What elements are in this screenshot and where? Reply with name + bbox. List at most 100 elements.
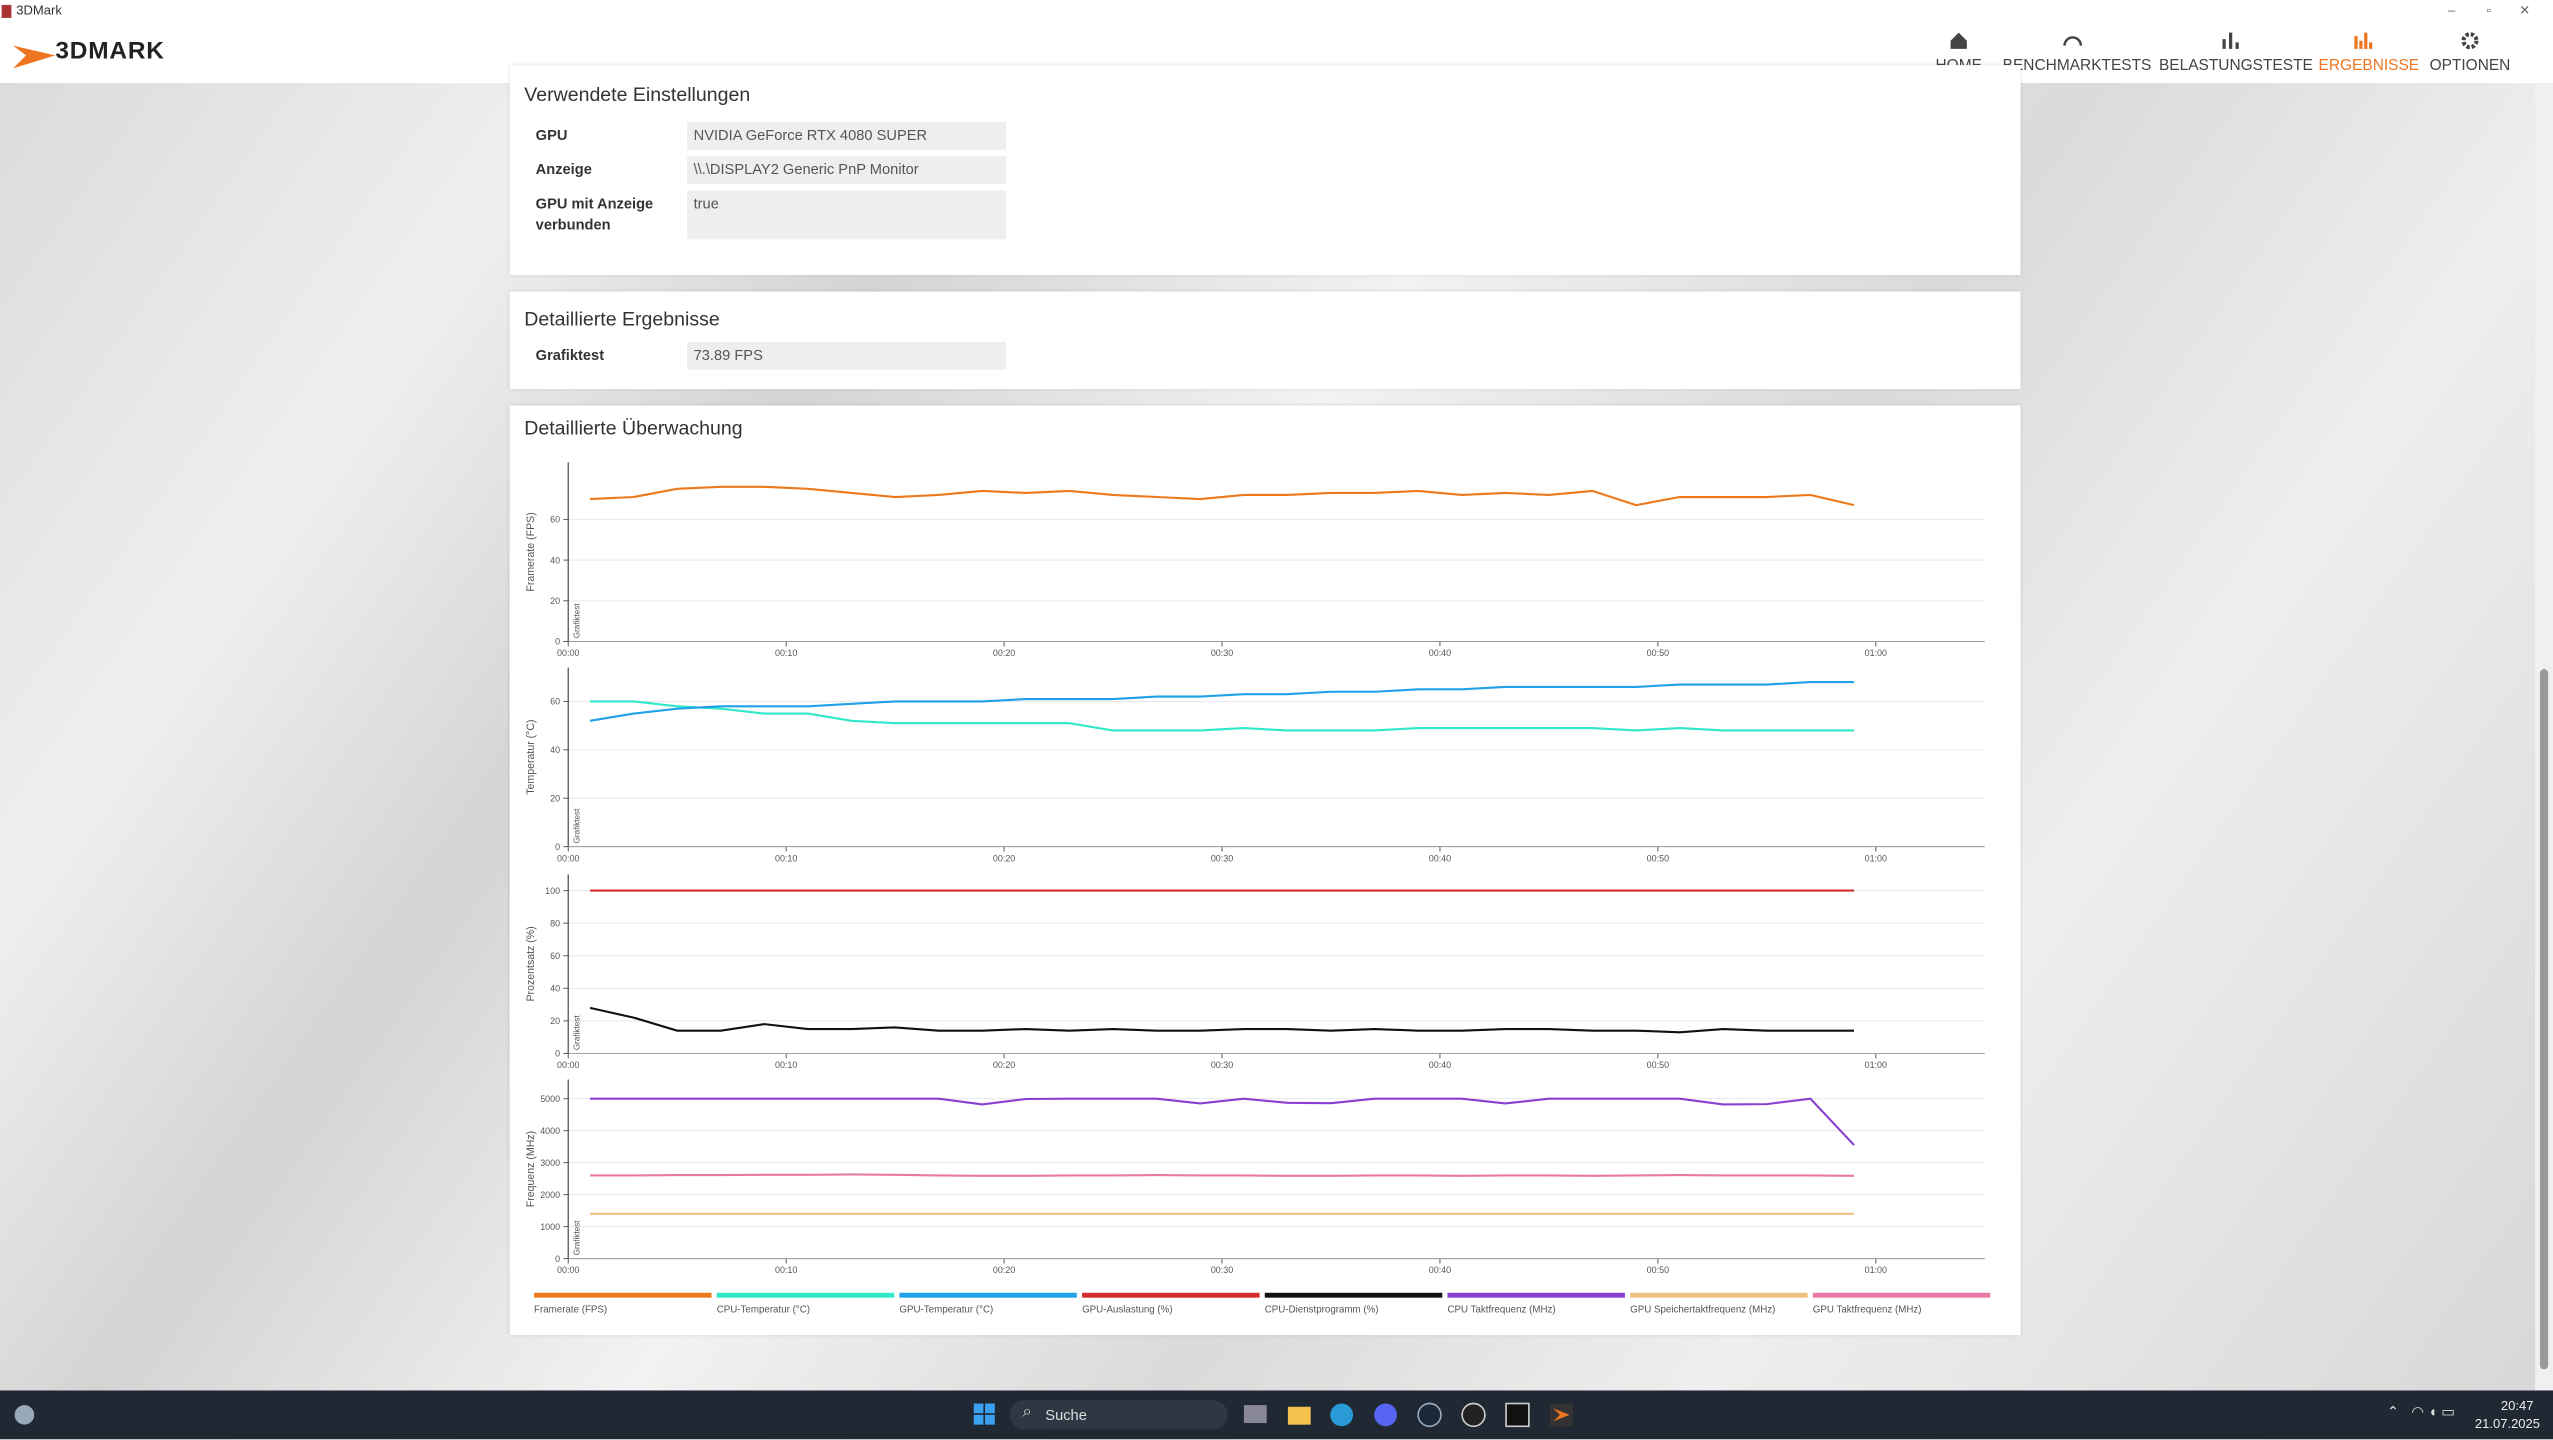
y-tick-label: 20 bbox=[550, 596, 560, 606]
x-tick-label: 00:40 bbox=[1429, 1060, 1451, 1070]
y-tick-label: 0 bbox=[555, 842, 560, 852]
y-tick-label: 0 bbox=[555, 1254, 560, 1264]
annotation: Grafiktest bbox=[573, 808, 582, 844]
x-tick-label: 00:10 bbox=[775, 1265, 797, 1275]
x-tick-label: 00:20 bbox=[993, 853, 1015, 863]
search-box[interactable]: ⌕ Suche bbox=[1009, 1400, 1228, 1430]
x-tick-label: 00:00 bbox=[557, 853, 579, 863]
y-tick-label: 80 bbox=[550, 918, 560, 928]
annotation: Grafiktest bbox=[573, 1015, 582, 1051]
legend-label: GPU Speichertaktfrequenz (MHz) bbox=[1630, 1304, 1775, 1315]
section-title: Detaillierte Überwachung bbox=[524, 416, 743, 440]
y-tick-label: 60 bbox=[550, 951, 560, 961]
x-tick-label: 00:50 bbox=[1647, 1265, 1669, 1275]
legend-label: CPU-Dienstprogramm (%) bbox=[1265, 1304, 1379, 1315]
x-tick-label: 00:00 bbox=[557, 1265, 579, 1275]
x-tick-label: 01:00 bbox=[1865, 1265, 1887, 1275]
legend-swatch bbox=[1630, 1292, 1808, 1298]
y-tick-label: 20 bbox=[550, 1016, 560, 1026]
series-line bbox=[589, 1006, 1855, 1034]
weather-icon[interactable] bbox=[13, 1403, 36, 1426]
tray-icons[interactable]: ⌃ ◠ ◖ ▭ bbox=[2386, 1403, 2456, 1420]
clock[interactable]: 20:47 21.07.2025 bbox=[2474, 1397, 2541, 1433]
nav-label: BENCHMARKTESTS bbox=[2002, 56, 2152, 75]
x-tick-label: 00:50 bbox=[1647, 1060, 1669, 1070]
y-axis-label: Temperatur (°C) bbox=[525, 719, 537, 794]
row-value: \\.\DISPLAY2 Generic PnP Monitor bbox=[687, 156, 1007, 184]
legend-label: CPU-Temperatur (°C) bbox=[717, 1304, 810, 1315]
y-tick-label: 40 bbox=[550, 745, 560, 755]
y-tick-label: 4000 bbox=[540, 1126, 560, 1136]
x-tick-label: 00:00 bbox=[557, 648, 579, 658]
y-tick-label: 100 bbox=[545, 886, 560, 896]
legend-swatch bbox=[716, 1292, 895, 1298]
start-button[interactable] bbox=[973, 1403, 997, 1426]
x-tick-label: 00:50 bbox=[1647, 648, 1669, 658]
y-tick-label: 40 bbox=[550, 984, 560, 994]
legend-swatch bbox=[1264, 1292, 1443, 1298]
legend-swatch bbox=[899, 1292, 1077, 1298]
x-tick-label: 00:30 bbox=[1211, 1265, 1233, 1275]
nav-benchmarks[interactable]: BENCHMARKTESTS bbox=[2002, 23, 2152, 83]
y-axis-label: Frequenz (MHz) bbox=[525, 1131, 537, 1207]
y-tick-label: 0 bbox=[555, 637, 560, 647]
legend-label: GPU Taktfrequenz (MHz) bbox=[1813, 1304, 1922, 1315]
series-line bbox=[589, 681, 1855, 722]
legend-swatch bbox=[1812, 1292, 1991, 1298]
x-tick-label: 00:00 bbox=[557, 1060, 579, 1070]
row-label: GPU bbox=[535, 126, 568, 144]
legend-swatch bbox=[534, 1292, 712, 1298]
title-bar: 3DMark – ▫ ✕ bbox=[0, 0, 2553, 23]
row-value: true bbox=[687, 190, 1007, 240]
taskbar-apps[interactable] bbox=[1241, 1402, 1583, 1428]
y-tick-label: 40 bbox=[550, 555, 560, 565]
series-line bbox=[590, 1097, 1855, 1146]
y-axis-label: Framerate (FPS) bbox=[525, 512, 537, 591]
minimize[interactable]: – bbox=[2448, 3, 2456, 18]
nav-options[interactable]: OPTIONEN bbox=[2429, 23, 2510, 83]
annotation: Grafiktest bbox=[573, 1220, 582, 1256]
scrollbar[interactable] bbox=[2535, 83, 2553, 1391]
close[interactable]: ✕ bbox=[2519, 3, 2531, 18]
x-tick-label: 00:40 bbox=[1429, 853, 1451, 863]
row-label: GPU mit Anzeige verbunden bbox=[535, 195, 654, 233]
section-title: Verwendete Einstellungen bbox=[524, 83, 751, 106]
series-line bbox=[590, 1173, 1855, 1177]
restore[interactable]: ▫ bbox=[2486, 3, 2492, 18]
logo[interactable]: 3DMARK bbox=[55, 37, 165, 66]
x-tick-label: 01:00 bbox=[1865, 648, 1887, 658]
y-tick-label: 60 bbox=[550, 515, 560, 525]
y-tick-label: 60 bbox=[550, 697, 560, 707]
search-label: Suche bbox=[1045, 1406, 1087, 1424]
x-tick-label: 00:40 bbox=[1429, 648, 1451, 658]
x-tick-label: 00:30 bbox=[1211, 648, 1233, 658]
legend-label: Framerate (FPS) bbox=[534, 1304, 607, 1315]
x-tick-label: 00:20 bbox=[993, 648, 1015, 658]
results-panel: Detaillierte Ergebnisse Grafiktest 73.89… bbox=[509, 291, 2021, 390]
legend-swatch bbox=[1082, 1292, 1260, 1298]
logo-icon bbox=[13, 45, 56, 69]
row-label: Anzeige bbox=[535, 161, 592, 178]
y-tick-label: 0 bbox=[555, 1049, 560, 1059]
x-tick-label: 01:00 bbox=[1865, 1060, 1887, 1070]
nav-label: OPTIONEN bbox=[2429, 56, 2511, 75]
time: 20:47 bbox=[2500, 1398, 2534, 1414]
legend-label: GPU-Auslastung (%) bbox=[1082, 1304, 1173, 1315]
nav-stress[interactable]: BELASTUNGSTESTE bbox=[2159, 23, 2313, 83]
row-value: 73.89 FPS bbox=[687, 341, 1007, 370]
y-tick-label: 5000 bbox=[540, 1094, 560, 1104]
x-tick-label: 00:10 bbox=[775, 1060, 797, 1070]
row-value: NVIDIA GeForce RTX 4080 SUPER bbox=[687, 122, 1007, 150]
nav-results[interactable]: ERGEBNISSE bbox=[2319, 23, 2419, 83]
y-tick-label: 1000 bbox=[540, 1222, 560, 1232]
annotation: Grafiktest bbox=[573, 603, 582, 639]
y-tick-label: 2000 bbox=[540, 1190, 560, 1200]
legend-label: CPU Taktfrequenz (MHz) bbox=[1447, 1304, 1555, 1315]
y-tick-label: 20 bbox=[550, 794, 560, 804]
window-title: 3DMark bbox=[16, 3, 62, 18]
date: 21.07.2025 bbox=[2474, 1416, 2541, 1432]
y-tick-label: 3000 bbox=[540, 1158, 560, 1168]
